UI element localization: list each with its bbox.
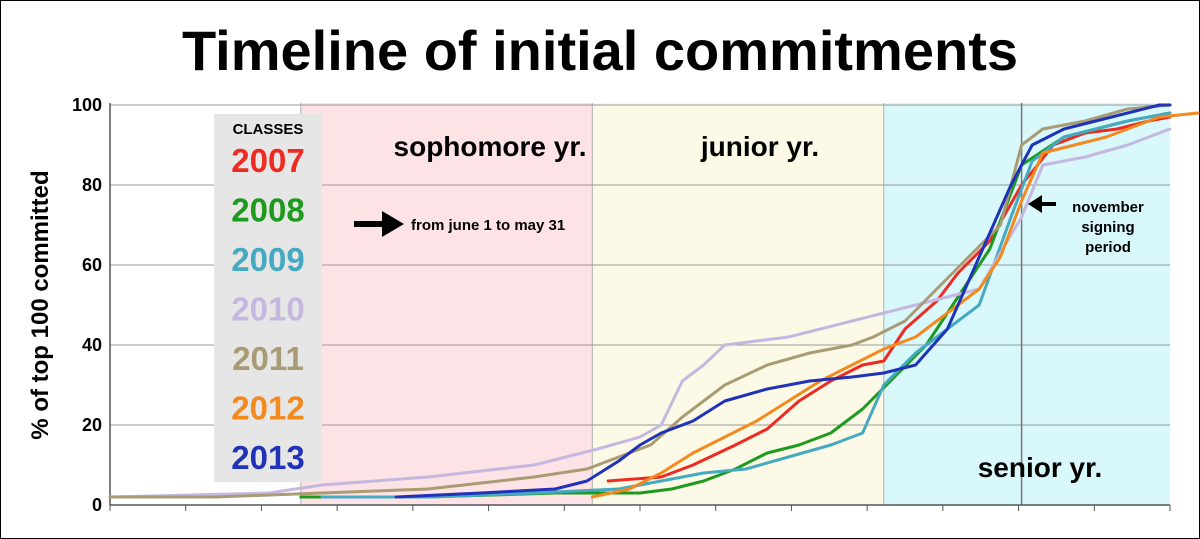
legend-item-2012: 2012 bbox=[231, 390, 304, 427]
year-bands bbox=[300, 103, 1170, 505]
ytick-label-80: 80 bbox=[82, 175, 102, 195]
chart-labels: % of top 100 committed sophomore yr. junio… bbox=[27, 131, 1144, 483]
axes: 0 20 40 60 80 100 bbox=[72, 95, 1171, 515]
legend-item-2010: 2010 bbox=[231, 291, 304, 328]
band-label-0: sophomore yr. bbox=[394, 131, 587, 162]
legend-item-2008: 2008 bbox=[231, 192, 304, 229]
band-label-2: senior yr. bbox=[978, 452, 1103, 483]
right-arrow-head-icon bbox=[382, 211, 404, 237]
band-0 bbox=[300, 103, 593, 505]
band-label-1: junior yr. bbox=[700, 131, 819, 162]
series-line-2009 bbox=[320, 111, 1172, 499]
series-line-2012 bbox=[590, 111, 1200, 499]
band-2 bbox=[883, 103, 1170, 505]
ytick-label-40: 40 bbox=[82, 335, 102, 355]
annotation-november-line-2: period bbox=[1085, 239, 1131, 256]
ytick-label-60: 60 bbox=[82, 255, 102, 275]
annotation-november-line-1: signing bbox=[1081, 219, 1134, 236]
ytick-label-0: 0 bbox=[92, 495, 102, 515]
legend: CLASSES 2007 2008 2009 2010 2011 2012 2013 bbox=[214, 114, 322, 482]
legend-box bbox=[214, 114, 322, 482]
series-line-2011 bbox=[108, 103, 1172, 499]
series-line-2010 bbox=[108, 127, 1172, 499]
legend-item-2013: 2013 bbox=[231, 439, 304, 476]
legend-item-2009: 2009 bbox=[231, 241, 304, 278]
series-lines bbox=[108, 103, 1200, 499]
y-axis-title: % of top 100 committed bbox=[27, 170, 54, 439]
legend-title: CLASSES bbox=[233, 121, 304, 138]
legend-item-2011: 2011 bbox=[232, 340, 304, 377]
chart-title: Timeline of initial commitments bbox=[181, 19, 1018, 82]
ytick-label-100: 100 bbox=[72, 95, 102, 115]
annotation-from-june: from june 1 to may 31 bbox=[411, 217, 565, 234]
legend-item-2007: 2007 bbox=[231, 142, 304, 179]
annotation-november-line-0: november bbox=[1072, 199, 1144, 216]
series-line-2013 bbox=[394, 103, 1172, 499]
ytick-label-20: 20 bbox=[82, 415, 102, 435]
left-arrow-head-icon bbox=[1028, 195, 1042, 213]
